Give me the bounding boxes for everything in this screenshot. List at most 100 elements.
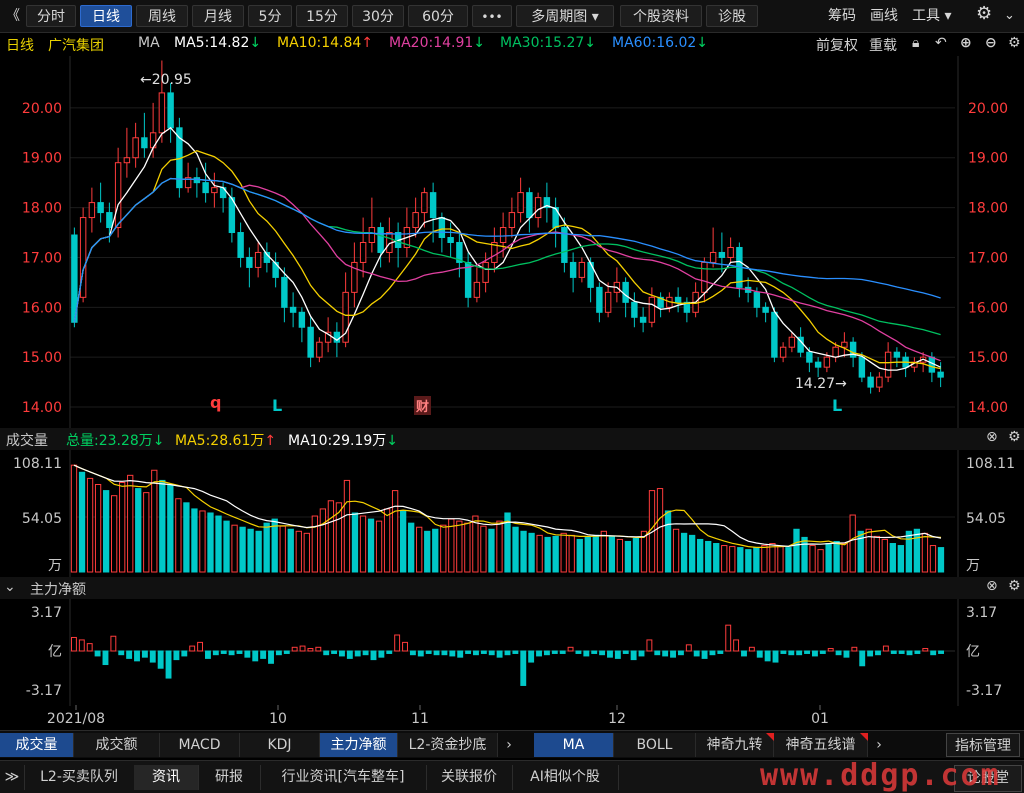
volume-bar: [865, 528, 872, 573]
volume-bar: [801, 536, 808, 573]
close-icon[interactable]: ⊗: [986, 429, 998, 445]
multi-period-button[interactable]: 多周期图 ▾: [516, 5, 614, 27]
signal-marker[interactable]: q: [210, 393, 222, 412]
corner-flag-icon: [860, 733, 868, 741]
tab-turnover[interactable]: 成交额: [74, 733, 160, 757]
zoom-in-icon[interactable]: ⊕: [960, 35, 972, 51]
moneyflow-bar: [701, 650, 708, 659]
price-tick-left: 18.00: [22, 201, 62, 217]
tab-kdj[interactable]: KDJ: [240, 733, 320, 757]
finance-marker[interactable]: 财: [414, 396, 432, 415]
tab-related-quotes[interactable]: 关联报价: [426, 765, 513, 790]
forum-button[interactable]: 论股堂: [954, 765, 1022, 792]
candle: [167, 92, 174, 129]
volume-bar: [207, 512, 214, 573]
period-60min-button[interactable]: 60分: [408, 5, 468, 27]
tab-macd[interactable]: MACD: [160, 733, 240, 757]
volume-bar: [857, 530, 864, 573]
tab-industry-news[interactable]: 行业资讯[汽车整车]: [260, 765, 427, 790]
tab-ai-similar[interactable]: AI相似个股: [512, 765, 619, 790]
moneyflow-bar: [528, 650, 535, 663]
gear-icon[interactable]: ⚙: [1008, 35, 1021, 51]
gear-icon[interactable]: ⚙: [1008, 429, 1021, 445]
volume-ma10-line: [73, 464, 942, 548]
undo-icon[interactable]: ↶: [935, 35, 947, 51]
chips-button[interactable]: 筹码: [828, 8, 856, 24]
candle: [937, 371, 944, 378]
volume-bar: [127, 474, 134, 573]
tab-magic-nine[interactable]: 神奇九转: [696, 733, 774, 757]
gear-icon[interactable]: ⚙: [1008, 578, 1021, 594]
ma20-value: MA20:14.91↓: [389, 35, 486, 51]
candle: [876, 376, 883, 388]
info-tabs: ≫ L2-买卖队列 资讯 研报 行业资讯[汽车整车] 关联报价 AI相似个股 论…: [0, 760, 1024, 793]
collapse-icon[interactable]: ⌄: [4, 579, 16, 595]
volume-bar: [528, 532, 535, 573]
tab-ma[interactable]: MA: [534, 733, 614, 757]
date-tick: 10: [269, 711, 287, 727]
tab-boll[interactable]: BOLL: [614, 733, 696, 757]
signal-marker[interactable]: L: [272, 396, 283, 415]
lock-icon[interactable]: 🔒︎: [912, 35, 920, 51]
tab-news[interactable]: 资讯: [134, 765, 199, 790]
moneyflow-bar: [252, 650, 259, 662]
volume-bar: [688, 534, 696, 573]
candle: [421, 192, 428, 214]
adjust-mode-button[interactable]: 前复权: [816, 38, 858, 54]
period-intraday-button[interactable]: 分时: [26, 5, 76, 27]
zoom-out-icon[interactable]: ⊖: [985, 35, 997, 51]
period-label: 日线: [6, 38, 34, 54]
volume-bar: [761, 545, 768, 573]
diagnose-button[interactable]: 诊股: [706, 5, 758, 27]
tab-moneyflow[interactable]: 主力净额: [320, 733, 398, 757]
candle: [718, 251, 726, 258]
close-icon[interactable]: ⊗: [986, 578, 998, 594]
volume-bar: [560, 532, 567, 573]
moneyflow-bar: [938, 650, 945, 654]
period-5min-button[interactable]: 5分: [248, 5, 292, 27]
indicator-tabs: 成交量 成交额 MACD KDJ 主力净额 L2-资金抄底 › MA BOLL …: [0, 730, 1024, 758]
overlay-button[interactable]: 重载: [869, 38, 897, 54]
moneyflow-bar: [157, 650, 164, 669]
tab-magic-five[interactable]: 神奇五线谱: [774, 733, 868, 757]
draw-line-button[interactable]: 画线: [870, 8, 898, 24]
moneyflow-bar: [212, 650, 219, 656]
candle: [806, 351, 813, 363]
collapse-icon[interactable]: ≫: [0, 765, 25, 790]
period-monthly-button[interactable]: 月线: [192, 5, 244, 27]
price-tick-left: 14.00: [22, 400, 62, 416]
gear-icon[interactable]: ⚙: [976, 3, 993, 24]
period-weekly-button[interactable]: 周线: [136, 5, 188, 27]
period-daily-button[interactable]: 日线: [80, 5, 132, 27]
more-periods-button[interactable]: •••: [472, 5, 512, 27]
ma30-line: [73, 177, 941, 336]
period-30min-button[interactable]: 30分: [352, 5, 404, 27]
period-15min-button[interactable]: 15分: [296, 5, 348, 27]
candle: [342, 291, 349, 343]
moneyflow-bar: [567, 646, 574, 652]
moneyflow-bar: [646, 639, 653, 652]
tab-research[interactable]: 研报: [198, 765, 261, 790]
tools-button[interactable]: 工具 ▾: [912, 8, 952, 24]
moneyflow-bar: [796, 650, 803, 656]
back-button[interactable]: 《: [6, 8, 20, 24]
tab-l2-bottom[interactable]: L2-资金抄底: [398, 733, 498, 757]
moneyflow-bar: [741, 650, 747, 657]
indicator-management-button[interactable]: 指标管理: [946, 733, 1020, 757]
volume-ma5: MA5:28.61万↑: [175, 433, 277, 449]
chevron-down-icon[interactable]: ⌄: [1004, 8, 1015, 23]
chevron-right-icon[interactable]: ›: [506, 737, 512, 753]
signal-marker[interactable]: L: [832, 396, 843, 415]
moneyflow-bar: [126, 650, 133, 659]
tab-l2-queue[interactable]: L2-买卖队列: [24, 765, 135, 790]
candle: [71, 234, 78, 323]
tab-volume[interactable]: 成交量: [0, 733, 74, 757]
chevron-right-icon[interactable]: ›: [876, 737, 882, 753]
moneyflow-bar: [291, 646, 298, 652]
volume-bar: [391, 490, 399, 573]
moneyflow-bar: [496, 650, 503, 658]
volume-bar: [913, 528, 921, 573]
moneyflow-bar: [102, 650, 109, 666]
stock-info-button[interactable]: 个股资料: [620, 5, 702, 27]
